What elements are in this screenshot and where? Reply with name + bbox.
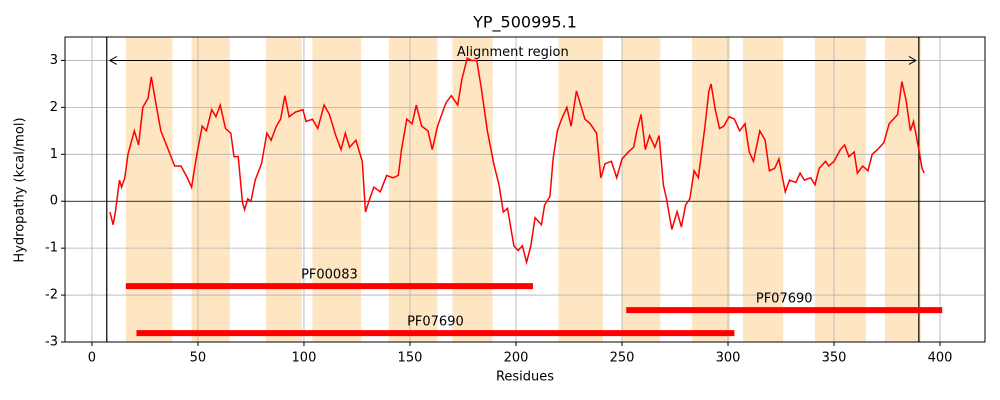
- shaded-region: [691, 37, 731, 342]
- y-tick-label: 2: [50, 100, 58, 115]
- shaded-region: [558, 37, 603, 342]
- y-tick-label: 1: [50, 147, 58, 162]
- y-tick-label: -2: [45, 288, 58, 303]
- hydropathy-line: [109, 56, 925, 266]
- shaded-region: [388, 37, 438, 342]
- arrow-head: [108, 56, 118, 65]
- shaded-region: [884, 37, 921, 342]
- plot-frame: [64, 36, 986, 343]
- x-tick-label: 250: [610, 351, 635, 366]
- alignment-label: Alignment region: [457, 45, 569, 60]
- x-tick-label: 50: [190, 351, 207, 366]
- shaded-region: [265, 37, 302, 342]
- x-tick-label: 0: [88, 351, 96, 366]
- chart-title: YP_500995.1: [472, 13, 577, 33]
- shaded-region: [312, 37, 362, 342]
- shaded-region: [622, 37, 661, 342]
- x-tick-label: 100: [292, 351, 317, 366]
- shaded-region: [191, 37, 230, 342]
- x-tick-label: 200: [504, 351, 529, 366]
- y-tick-label: 0: [50, 194, 58, 209]
- y-tick-label: 3: [50, 53, 58, 68]
- domain-label: PF00083: [301, 268, 358, 283]
- x-tick-label: 350: [822, 351, 847, 366]
- domain-label: PF07690: [756, 292, 813, 307]
- x-tick-label: 300: [716, 351, 741, 366]
- shaded-region: [125, 37, 173, 342]
- shaded-region: [742, 37, 784, 342]
- arrow-head: [908, 56, 917, 65]
- x-tick-label: 400: [928, 351, 953, 366]
- x-tick-label: 150: [398, 351, 423, 366]
- y-tick-label: -3: [45, 335, 58, 350]
- shaded-region: [814, 37, 866, 342]
- shaded-region: [452, 37, 493, 342]
- y-axis-label: Hydropathy (kcal/mol): [13, 117, 28, 262]
- x-axis-label: Residues: [496, 370, 554, 385]
- y-tick-label: -1: [45, 241, 58, 256]
- domain-label: PF07690: [407, 315, 464, 330]
